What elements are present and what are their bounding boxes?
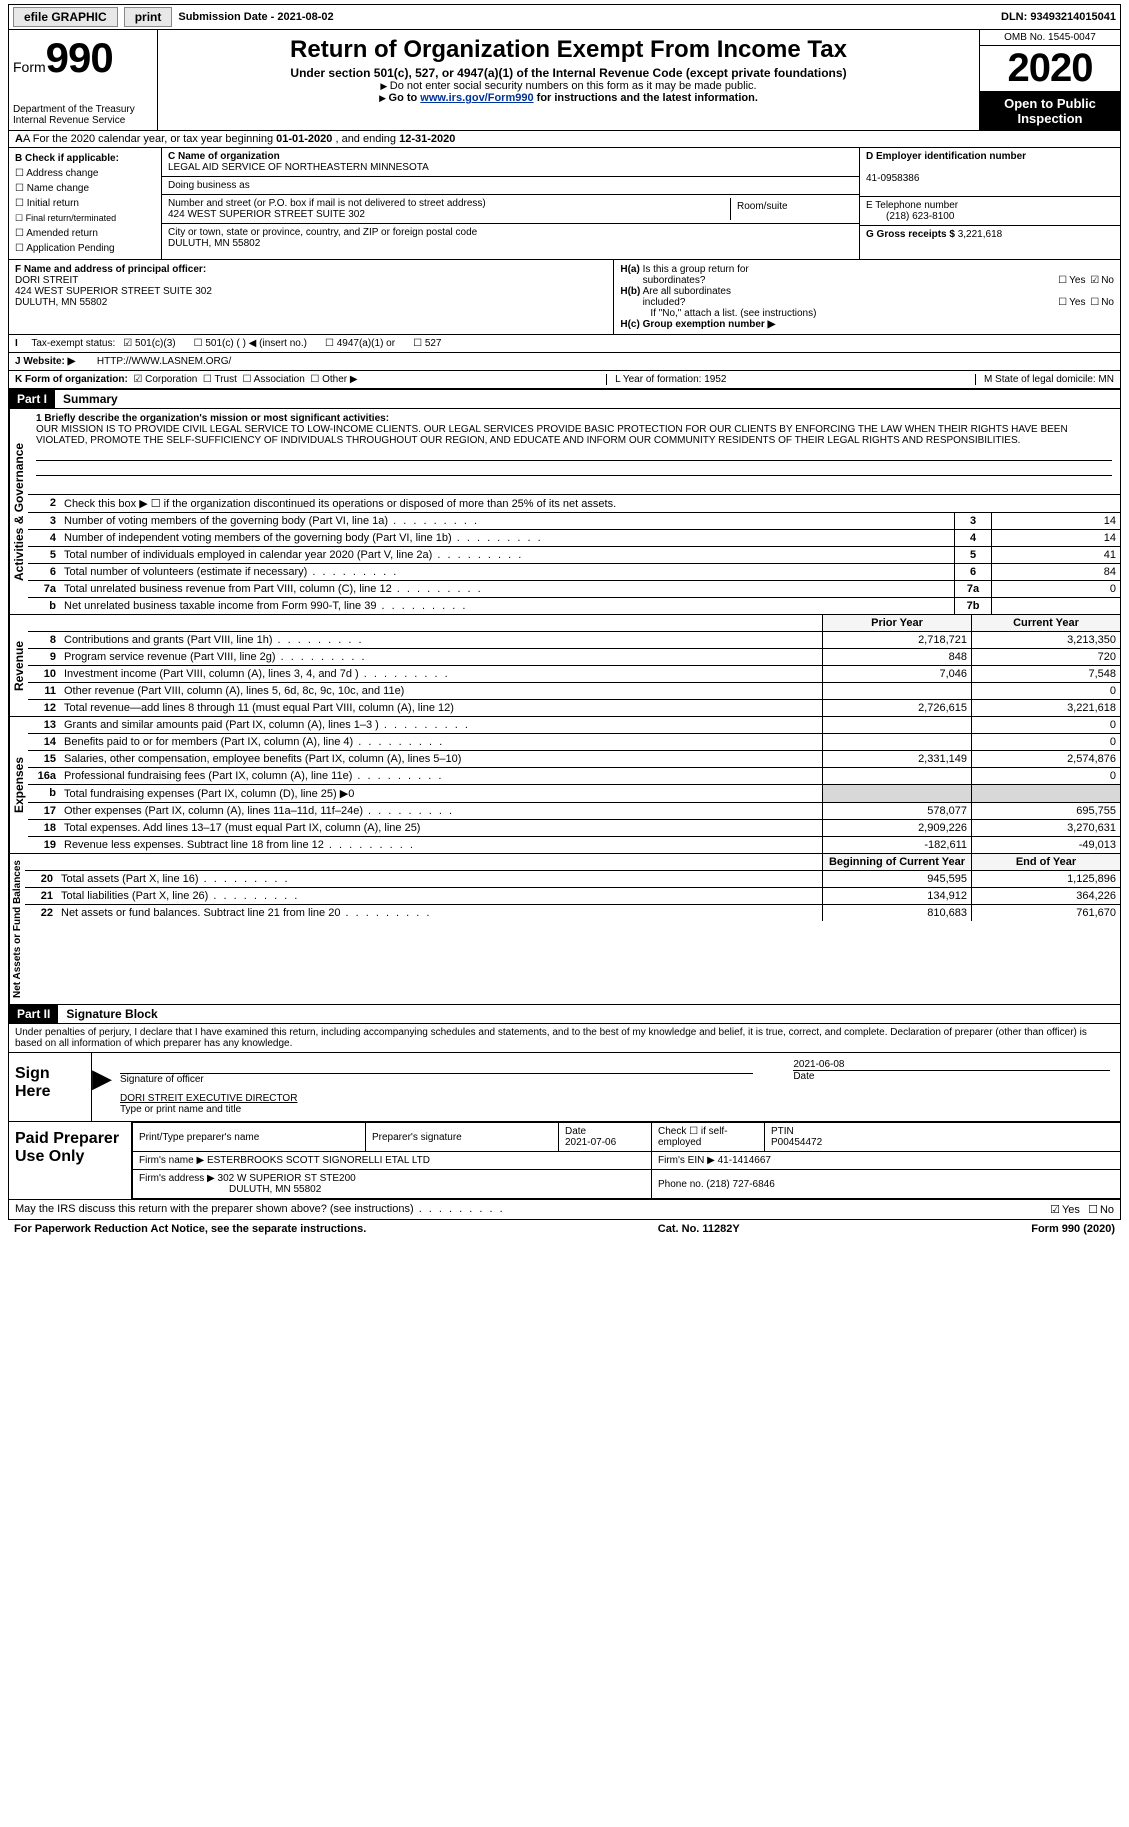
discuss-row: May the IRS discuss this return with the… xyxy=(8,1200,1121,1220)
cb-4947[interactable]: ☐ 4947(a)(1) or xyxy=(325,338,395,349)
activities-governance-section: Activities & Governance 1 Briefly descri… xyxy=(8,409,1121,615)
irs-form990-link[interactable]: www.irs.gov/Form990 xyxy=(420,92,533,104)
net-assets-label: Net Assets or Fund Balances xyxy=(9,854,25,1004)
open-to-public: Open to Public Inspection xyxy=(980,92,1120,130)
preparer-date: Date2021-07-06 xyxy=(559,1123,652,1152)
revenue-table: Prior YearCurrent Year 8Contributions an… xyxy=(28,615,1120,716)
website-row: J Website: ▶ HTTP://WWW.LASNEM.ORG/ xyxy=(8,353,1121,371)
identity-grid: B Check if applicable: Address change Na… xyxy=(8,148,1121,260)
cb-amended-return[interactable]: Amended return xyxy=(15,228,98,239)
page-footer: For Paperwork Reduction Act Notice, see … xyxy=(8,1220,1121,1238)
room-suite-cell: Room/suite xyxy=(730,198,853,220)
cat-no: Cat. No. 11282Y xyxy=(658,1223,740,1235)
box-b: B Check if applicable: Address change Na… xyxy=(9,148,162,259)
ein-cell: D Employer identification number 41-0958… xyxy=(860,148,1120,197)
tax-exempt-row: I Tax-exempt status: ☑ 501(c)(3) ☐ 501(c… xyxy=(8,335,1121,353)
principal-officer: F Name and address of principal officer:… xyxy=(9,260,614,334)
form-subtitle: Under section 501(c), 527, or 4947(a)(1)… xyxy=(166,66,971,80)
governance-table: 2Check this box ▶ ☐ if the organization … xyxy=(28,495,1120,614)
cb-association[interactable]: ☐ Association xyxy=(242,374,304,385)
firm-phone: Phone no. (218) 727-6846 xyxy=(652,1170,1121,1199)
ssn-warning: Do not enter social security numbers on … xyxy=(166,80,971,92)
signature-date: 2021-06-08 xyxy=(793,1059,1110,1070)
print-button[interactable]: print xyxy=(124,7,173,27)
form-number: Form990 xyxy=(13,34,153,82)
signature-block: Under penalties of perjury, I declare th… xyxy=(8,1024,1121,1200)
ptin-cell: PTINP00454472 xyxy=(765,1123,1121,1152)
net-assets-section: Net Assets or Fund Balances Beginning of… xyxy=(8,854,1121,1005)
firm-name: Firm's name ▶ ESTERBROOKS SCOTT SIGNOREL… xyxy=(133,1152,652,1170)
phone-cell: E Telephone number (218) 623-8100 xyxy=(860,197,1120,226)
topbar: efile GRAPHIC print Submission Date - 20… xyxy=(8,4,1121,30)
city-cell: City or town, state or province, country… xyxy=(162,224,859,252)
name-title-label: Type or print name and title xyxy=(120,1104,241,1115)
preparer-name-label: Print/Type preparer's name xyxy=(133,1123,366,1152)
paid-preparer-label: Paid Preparer Use Only xyxy=(9,1122,131,1199)
form-page: Form 990 (2020) xyxy=(1031,1223,1115,1235)
mission-block: 1 Briefly describe the organization's mi… xyxy=(28,409,1120,495)
goto-link-line: Go to www.irs.gov/Form990 for instructio… xyxy=(166,92,971,104)
cb-name-change[interactable]: Name change xyxy=(15,183,89,194)
part-ii-title: Signature Block xyxy=(58,1005,165,1023)
year-formation: L Year of formation: 1952 xyxy=(606,374,726,385)
preparer-sig-label: Preparer's signature xyxy=(366,1123,559,1152)
sign-here-label: Sign Here xyxy=(9,1053,92,1121)
discuss-yes[interactable] xyxy=(1048,1204,1062,1216)
cb-trust[interactable]: ☐ Trust xyxy=(203,374,237,385)
officer-group-row: F Name and address of principal officer:… xyxy=(8,260,1121,335)
paperwork-notice: For Paperwork Reduction Act Notice, see … xyxy=(14,1223,366,1235)
cb-initial-return[interactable]: Initial return xyxy=(15,198,79,209)
cb-final-return[interactable]: Final return/terminated xyxy=(15,213,116,223)
cb-501c[interactable]: ☐ 501(c) ( ) ◀ (insert no.) xyxy=(194,338,307,349)
efile-graphic-button[interactable]: efile GRAPHIC xyxy=(13,7,118,27)
officer-name-title: DORI STREIT EXECUTIVE DIRECTOR xyxy=(120,1093,1110,1104)
tax-year: 2020 xyxy=(980,46,1120,92)
gross-receipts-cell: G Gross receipts $ 3,221,618 xyxy=(860,226,1120,243)
date-label: Date xyxy=(793,1071,814,1082)
part-i-tag: Part I xyxy=(9,390,55,408)
cb-address-change[interactable]: Address change xyxy=(15,168,98,179)
self-employed-check[interactable]: Check ☐ if self-employed xyxy=(652,1123,765,1152)
expenses-table: 13Grants and similar amounts paid (Part … xyxy=(28,717,1120,853)
cb-501c3[interactable]: ☑ 501(c)(3) xyxy=(123,338,175,349)
cb-527[interactable]: ☐ 527 xyxy=(413,338,441,349)
net-assets-table: Beginning of Current YearEnd of Year 20T… xyxy=(25,854,1120,921)
discuss-no[interactable] xyxy=(1086,1204,1100,1216)
cb-application-pending[interactable]: Application Pending xyxy=(15,243,115,254)
expenses-label: Expenses xyxy=(9,717,28,853)
expenses-section: Expenses 13Grants and similar amounts pa… xyxy=(8,717,1121,854)
form-header: Form990 Department of the Treasury Inter… xyxy=(8,30,1121,131)
perjury-text: Under penalties of perjury, I declare th… xyxy=(9,1024,1120,1052)
street-cell: Number and street (or P.O. box if mail i… xyxy=(168,198,730,220)
cb-other[interactable]: ☐ Other ▶ xyxy=(310,374,357,385)
state-domicile: M State of legal domicile: MN xyxy=(975,374,1114,385)
signature-officer-label: Signature of officer xyxy=(120,1074,204,1085)
arrow-icon: ▶ xyxy=(92,1053,110,1121)
paid-preparer-section: Paid Preparer Use Only Print/Type prepar… xyxy=(9,1121,1120,1199)
firm-address: Firm's address ▶ 302 W SUPERIOR ST STE20… xyxy=(133,1170,652,1199)
part-i-title: Summary xyxy=(55,390,126,408)
dept-treasury: Department of the Treasury Internal Reve… xyxy=(13,104,153,126)
activities-label: Activities & Governance xyxy=(9,409,28,614)
part-ii-tag: Part II xyxy=(9,1005,58,1023)
group-return: H(a) Is this a group return for subordin… xyxy=(614,260,1120,334)
tax-year-row: AA For the 2020 calendar year, or tax ye… xyxy=(8,131,1121,148)
revenue-section: Revenue Prior YearCurrent Year 8Contribu… xyxy=(8,615,1121,717)
omb-number: OMB No. 1545-0047 xyxy=(980,30,1120,46)
dln: DLN: 93493214015041 xyxy=(1001,11,1116,23)
form-org-row: K Form of organization: ☑ Corporation ☐ … xyxy=(8,371,1121,389)
website-url[interactable]: HTTP://WWW.LASNEM.ORG/ xyxy=(97,356,231,367)
form-title: Return of Organization Exempt From Incom… xyxy=(166,36,971,64)
revenue-label: Revenue xyxy=(9,615,28,716)
firm-ein: Firm's EIN ▶ 41-1414667 xyxy=(652,1152,1121,1170)
org-name-cell: C Name of organization LEGAL AID SERVICE… xyxy=(162,148,859,177)
cb-corporation[interactable]: ☑ Corporation xyxy=(133,374,197,385)
submission-date-label: Submission Date - 2021-08-02 xyxy=(178,11,333,23)
dba-cell: Doing business as xyxy=(162,177,859,195)
